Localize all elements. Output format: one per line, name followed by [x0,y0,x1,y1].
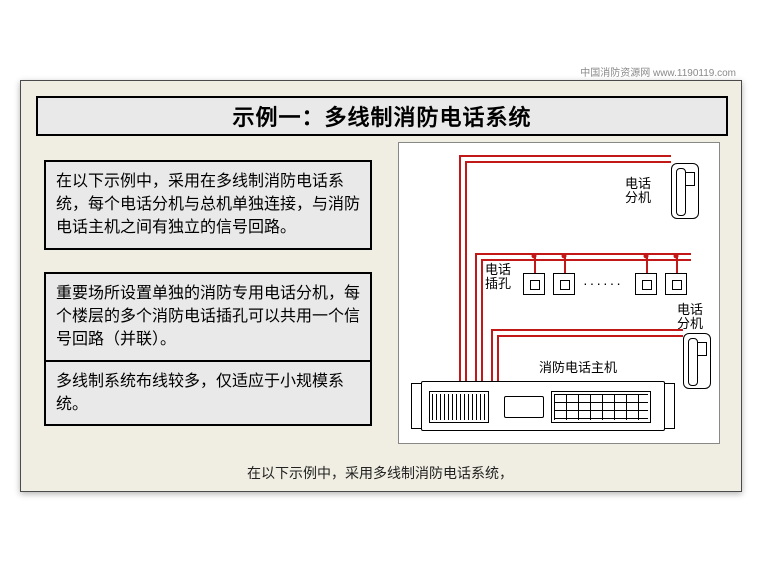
wire-node [562,254,567,259]
wire [475,253,691,255]
slide-title: 示例一：多线制消防电话系统 [232,100,531,132]
host-screen-icon [504,396,544,418]
wire [497,335,683,337]
wire [465,161,467,381]
phone-extension-label-bottom: 电话分机 [677,303,703,332]
phone-jack-icon [553,273,575,295]
paragraph-1: 在以下示例中，采用在多线制消防电话系统，每个电话分机与总机单独连接，与消防电话主… [44,160,372,250]
wire [491,329,493,381]
slide-title-bar: 示例一：多线制消防电话系统 [36,96,728,136]
watermark-text: 中国消防资源网 www.1190119.com [580,64,736,79]
host-keypad-icon [551,391,651,423]
wire [491,329,683,331]
wire-node [674,254,679,259]
phone-jack-label: 电话插孔 [485,263,511,292]
slide-caption: 在以下示例中，采用多线制消防电话系统， [0,463,760,483]
wiring-diagram: 电话分机 电话分机 ······ 电话插孔 消防电话主机 [398,142,720,444]
phone-extension-icon [683,333,711,389]
wire-node [532,254,537,259]
wire [481,259,691,261]
phone-jack-icon [635,273,657,295]
phone-extension-icon [671,163,699,219]
wire [481,259,483,381]
phone-jack-icon [665,273,687,295]
wire [475,253,477,381]
wire [459,155,671,157]
fire-phone-host-label: 消防电话主机 [539,361,617,375]
wire [465,161,671,163]
paragraph-2: 重要场所设置单独的消防专用电话分机，每个楼层的多个消防电话插孔可以共用一个信号回… [44,272,372,362]
host-vent-icon [429,391,489,423]
wire [497,335,499,381]
wire [459,155,461,381]
phone-jack-icon [523,273,545,295]
wire-node [644,254,649,259]
phone-extension-label-top: 电话分机 [625,177,651,206]
ellipsis-icon: ······ [583,275,623,291]
paragraph-3: 多线制系统布线较多，仅适应于小规模系统。 [44,360,372,426]
